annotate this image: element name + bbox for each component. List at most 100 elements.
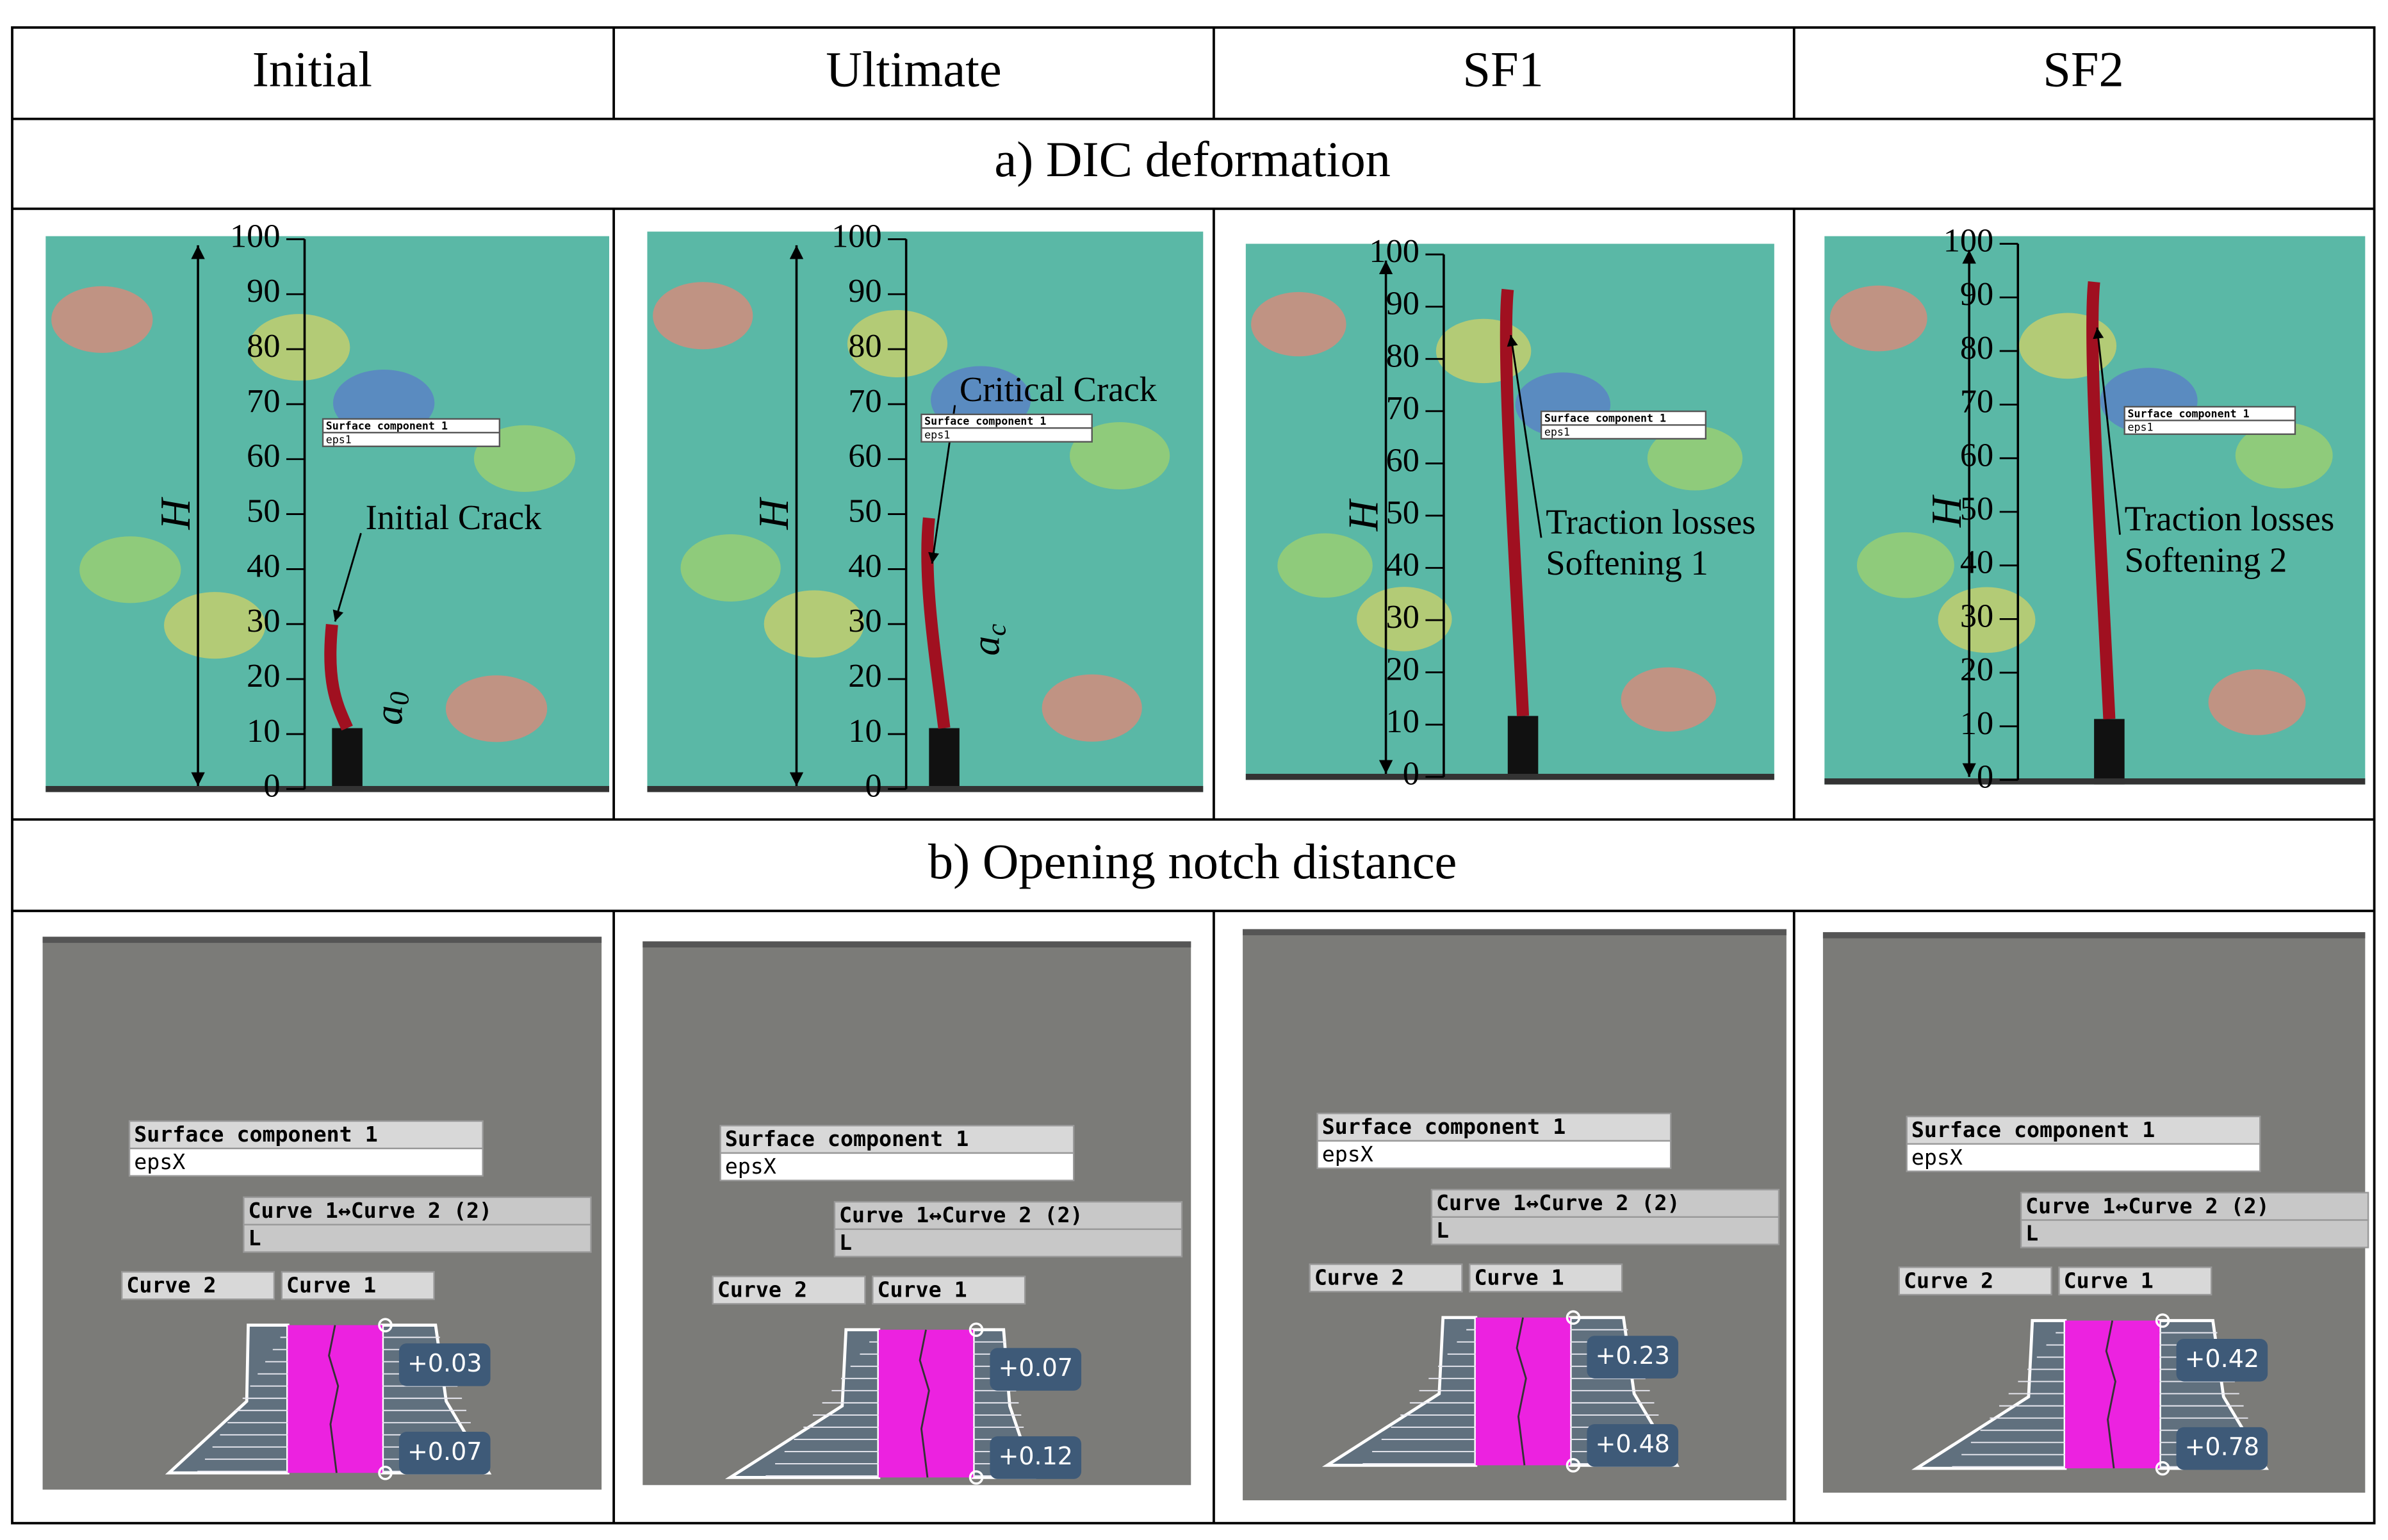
scale-label: 80 [247, 327, 280, 365]
annotation: Critical Crack [960, 370, 1157, 409]
opening-bottom-point [969, 1470, 984, 1485]
dic-panel: 0 10 20 30 40 50 60 70 80 90 100 H Traction lossesSo… [1245, 233, 1774, 792]
notch-top-edge [1822, 932, 2366, 938]
curve-pair-value-box [1430, 1216, 1780, 1245]
legend-value: epsX [1911, 1145, 1963, 1170]
grid [11, 26, 2376, 1525]
bottom-edge [45, 785, 610, 792]
strain-blob [764, 590, 864, 658]
scale-label: 0 [1403, 755, 1419, 792]
opening-top-point [2155, 1313, 2170, 1328]
opening-bottom-label: +0.78 [2185, 1433, 2260, 1461]
scale-label: 90 [247, 272, 280, 309]
notch-top-edge [642, 941, 1191, 947]
legend-value: eps1 [326, 434, 352, 446]
height-label: H [152, 496, 199, 530]
scale-label: 90 [848, 272, 881, 309]
left-curve-label-box [712, 1275, 866, 1305]
strain-blob [51, 286, 153, 353]
crack-subscript: c [981, 624, 1011, 636]
scale-label: 70 [848, 382, 881, 420]
scale-label: 60 [1386, 441, 1419, 479]
crack-trace [2105, 1320, 2116, 1469]
scale-label: 40 [247, 547, 280, 584]
table-border [11, 26, 2376, 1525]
opening-top-box [398, 1343, 491, 1386]
scale-label: 10 [848, 712, 881, 750]
legend-value: epsX [134, 1149, 185, 1174]
crack [921, 517, 951, 729]
strain-blob [79, 536, 181, 603]
right-curve-label-box [1469, 1263, 1623, 1293]
curve-pair-value-box [2020, 1219, 2369, 1249]
scale-label: 100 [230, 217, 280, 254]
annotation: Softening 1 [1546, 543, 1708, 582]
opening-bottom-point [378, 1465, 393, 1480]
notch-panel: Surface component 1 epsX Curve 1↔Curve 2 (… [1243, 929, 1787, 1501]
column-header: SF1 [1462, 42, 1543, 97]
opening-bottom-box [1587, 1424, 1679, 1467]
scale-label: 50 [1386, 494, 1419, 531]
legend-value: epsX [725, 1154, 776, 1179]
scale-label: 70 [1960, 383, 1993, 420]
right-curve-label: Curve 1 [286, 1272, 376, 1297]
legend-title: Surface component 1 [924, 415, 1046, 427]
crack-trace [328, 1325, 339, 1473]
strain-blob [653, 282, 753, 350]
height-label: H [1340, 498, 1387, 532]
opening-bottom-label: +0.12 [998, 1442, 1073, 1470]
curve-pair: Curve 1↔Curve 2 (2) [1436, 1190, 1680, 1215]
height-label: H [1924, 494, 1970, 528]
column-header: SF2 [2043, 42, 2123, 97]
right-curve-label-box [872, 1275, 1026, 1305]
scale-label: 30 [1386, 598, 1419, 635]
left-curve-label: Curve 2 [1904, 1268, 1993, 1293]
opening-top-point [969, 1322, 984, 1338]
opening-top-label: +0.07 [998, 1354, 1073, 1382]
legend-title: Surface component 1 [2127, 407, 2249, 420]
scale-label: 20 [848, 657, 881, 694]
opening-bottom-box [990, 1436, 1082, 1479]
legend-value-box [1906, 1143, 2261, 1172]
legend-title: Surface component 1 [1322, 1114, 1566, 1139]
opening-top-label: +0.03 [407, 1349, 482, 1377]
legend-value-box [1316, 1140, 1672, 1169]
opening-top-point [378, 1318, 393, 1332]
scale-label: 30 [247, 602, 280, 639]
legend-value-box [719, 1152, 1075, 1181]
right-curve-label: Curve 1 [877, 1277, 967, 1302]
left-curve-label-box [121, 1271, 275, 1300]
annotation: Softening 2 [2125, 540, 2287, 579]
legend-title-box [719, 1124, 1075, 1154]
legend-value: eps1 [1544, 426, 1570, 438]
dic-panel: 0 10 20 30 40 50 60 70 80 90 100 Hac Critical Crack S… [647, 217, 1204, 805]
legend-title: Surface component 1 [1911, 1117, 2155, 1142]
scale-label: 0 [1977, 758, 1993, 795]
legend-title: Surface component 1 [134, 1122, 378, 1147]
scale-label: 0 [263, 767, 280, 805]
strain-blob [1647, 426, 1743, 491]
curve-pair: Curve 1↔Curve 2 (2) [839, 1202, 1083, 1227]
curve-pair-value-box [243, 1224, 592, 1253]
bottom-edge [647, 785, 1204, 792]
scale-label: 100 [831, 217, 881, 254]
annotation: Traction losses [2125, 499, 2335, 538]
scale-label: 20 [1960, 651, 1993, 688]
crack-length-label: a0 [368, 692, 415, 725]
scale-label: 40 [1960, 544, 1993, 581]
header-row: Initial Ultimate SF1 SF2 a) DIC deformat… [252, 42, 2124, 889]
opening-bottom-point [1566, 1458, 1581, 1473]
height-label: H [751, 496, 797, 530]
right-curve-label-box [281, 1271, 435, 1300]
curve-pair-value: L [249, 1225, 261, 1250]
scale-label: 90 [1386, 285, 1419, 322]
notch [1507, 716, 1539, 780]
section-title: a) DIC deformation [994, 131, 1391, 187]
notch [332, 728, 363, 792]
strain-blob [1621, 667, 1717, 732]
strain-blob [1069, 422, 1170, 490]
strain-blob [249, 314, 350, 381]
right-curve-label-box [2058, 1266, 2212, 1296]
crack-subscript: 0 [384, 692, 414, 705]
